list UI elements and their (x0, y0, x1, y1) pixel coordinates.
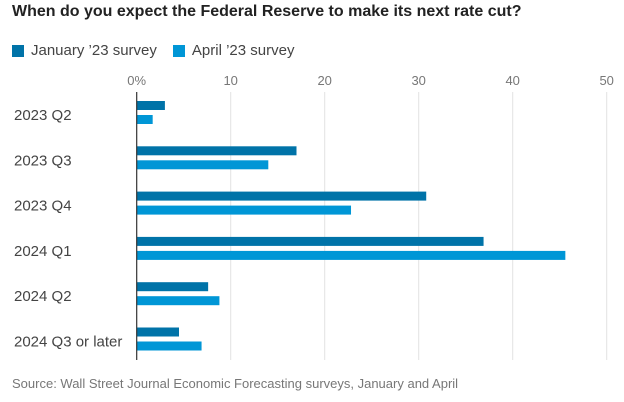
source-note: Source: Wall Street Journal Economic For… (12, 376, 459, 391)
bar-april (136, 115, 153, 124)
legend-label-january: January ’23 survey (31, 42, 157, 59)
legend-swatch-april (172, 44, 185, 57)
bar-january (136, 327, 179, 337)
bar-april (136, 160, 269, 170)
category-label: 2023 Q4 (14, 198, 72, 215)
x-tick-label: 50 (599, 73, 613, 88)
chart-title: When do you expect the Federal Reserve t… (12, 3, 522, 20)
category-label: 2024 Q2 (14, 288, 72, 305)
bar-january (136, 191, 427, 201)
x-tick-label: 20 (317, 73, 331, 88)
legend: January ’23 survey April ’23 survey (12, 42, 294, 59)
x-tick-label: 0% (127, 73, 146, 88)
x-tick-label: 30 (411, 73, 425, 88)
bar-april (136, 250, 566, 260)
category-label: 2023 Q2 (14, 107, 72, 124)
category-label: 2024 Q3 or later (14, 334, 122, 351)
bar-april (136, 205, 352, 215)
bar-january (136, 282, 209, 292)
category-label: 2023 Q3 (14, 152, 72, 169)
category-label: 2024 Q1 (14, 243, 72, 260)
bar-april (136, 341, 202, 351)
legend-swatch-january (12, 44, 24, 57)
legend-label-april: April ’23 survey (191, 42, 295, 59)
x-tick-label: 10 (223, 73, 237, 88)
bar-april (136, 296, 220, 306)
bar-january (136, 101, 165, 110)
bar-january (136, 146, 297, 156)
legend-item-january: January ’23 survey (12, 42, 157, 59)
x-tick-label: 40 (505, 73, 519, 88)
legend-item-april: April ’23 survey (172, 42, 295, 59)
bar-january (136, 236, 484, 246)
